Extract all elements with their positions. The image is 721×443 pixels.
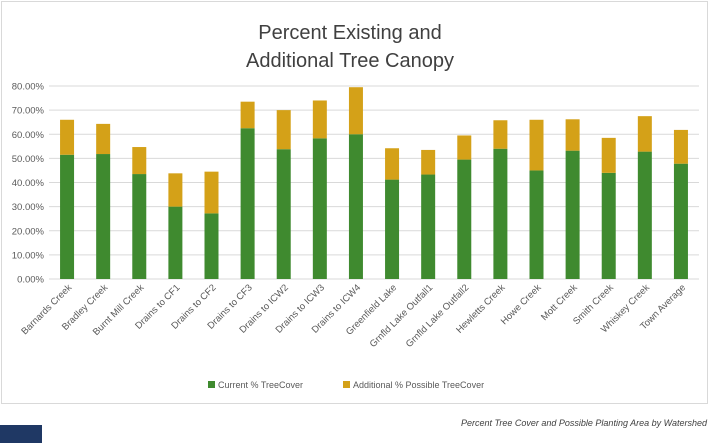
bar-additional — [348, 87, 363, 135]
bar-current — [96, 154, 111, 279]
bar-current — [168, 206, 183, 279]
brand-block — [0, 425, 42, 443]
legend: Current % TreeCover Additional % Possibl… — [208, 380, 484, 390]
legend-swatch-additional — [343, 381, 350, 388]
figure-caption: Percent Tree Cover and Possible Planting… — [461, 418, 707, 428]
bar-additional — [565, 119, 580, 151]
bar-additional — [637, 116, 652, 152]
bar-current — [637, 151, 652, 279]
bar-additional — [421, 149, 436, 175]
legend-label-current: Current % TreeCover — [218, 380, 303, 390]
bar-additional — [457, 135, 472, 160]
y-tick-label: 50.00% — [12, 154, 45, 165]
gridlines — [49, 85, 699, 280]
bar-current — [385, 179, 400, 279]
chart-title-line-1: Percent Existing and — [258, 22, 441, 44]
y-tick-label: 60.00% — [12, 130, 45, 141]
bar-current — [457, 159, 472, 279]
bar-additional — [60, 119, 75, 155]
bar-additional — [168, 173, 183, 207]
y-tick-label: 70.00% — [12, 106, 45, 117]
bar-current — [673, 163, 688, 279]
bar-current — [601, 172, 616, 279]
y-tick-label: 10.00% — [12, 250, 45, 261]
bar-additional — [529, 119, 544, 171]
bar-additional — [493, 120, 508, 149]
legend-swatch-current — [208, 381, 215, 388]
bar-additional — [385, 148, 400, 180]
y-tick-label: 0.00% — [17, 275, 44, 286]
y-tick-label: 30.00% — [12, 202, 45, 213]
bar-current — [493, 148, 508, 279]
bar-additional — [276, 110, 291, 150]
bar-current — [348, 134, 363, 279]
y-tick-label: 20.00% — [12, 226, 45, 237]
bar-current — [565, 150, 580, 279]
bar-current — [276, 149, 291, 279]
bar-additional — [132, 147, 147, 175]
bar-current — [60, 154, 75, 279]
bar-current — [204, 213, 219, 279]
bar-additional — [96, 123, 111, 155]
y-tick-label: 80.00% — [12, 82, 45, 93]
bar-current — [312, 138, 327, 279]
chart-title-line-2: Additional Tree Canopy — [246, 50, 454, 72]
x-tick-label: Grnfld Lake Outfall1 — [368, 282, 436, 350]
y-tick-label: 40.00% — [12, 178, 45, 189]
bar-additional — [240, 101, 255, 129]
bar-additional — [204, 171, 219, 214]
bar-additional — [601, 137, 616, 173]
y-axis-ticks: 0.00% 10.00% 20.00% 30.00% 40.00% 50.00% 60.00… — [12, 82, 45, 286]
chart-svg: Percent Existing and Additional Tree Can… — [12, 22, 699, 390]
bar-current — [132, 174, 147, 279]
x-tick-label: Grnfld Lake Outfall2 — [404, 282, 472, 350]
legend-label-additional: Additional % Possible TreeCover — [353, 380, 484, 390]
bar-current — [240, 128, 255, 279]
bar-current — [529, 170, 544, 279]
bar-additional — [673, 129, 688, 164]
bar-current — [421, 174, 436, 279]
chart-frame: Percent Existing and Additional Tree Can… — [1, 1, 708, 404]
bar-additional — [312, 100, 327, 139]
bars — [60, 87, 688, 279]
